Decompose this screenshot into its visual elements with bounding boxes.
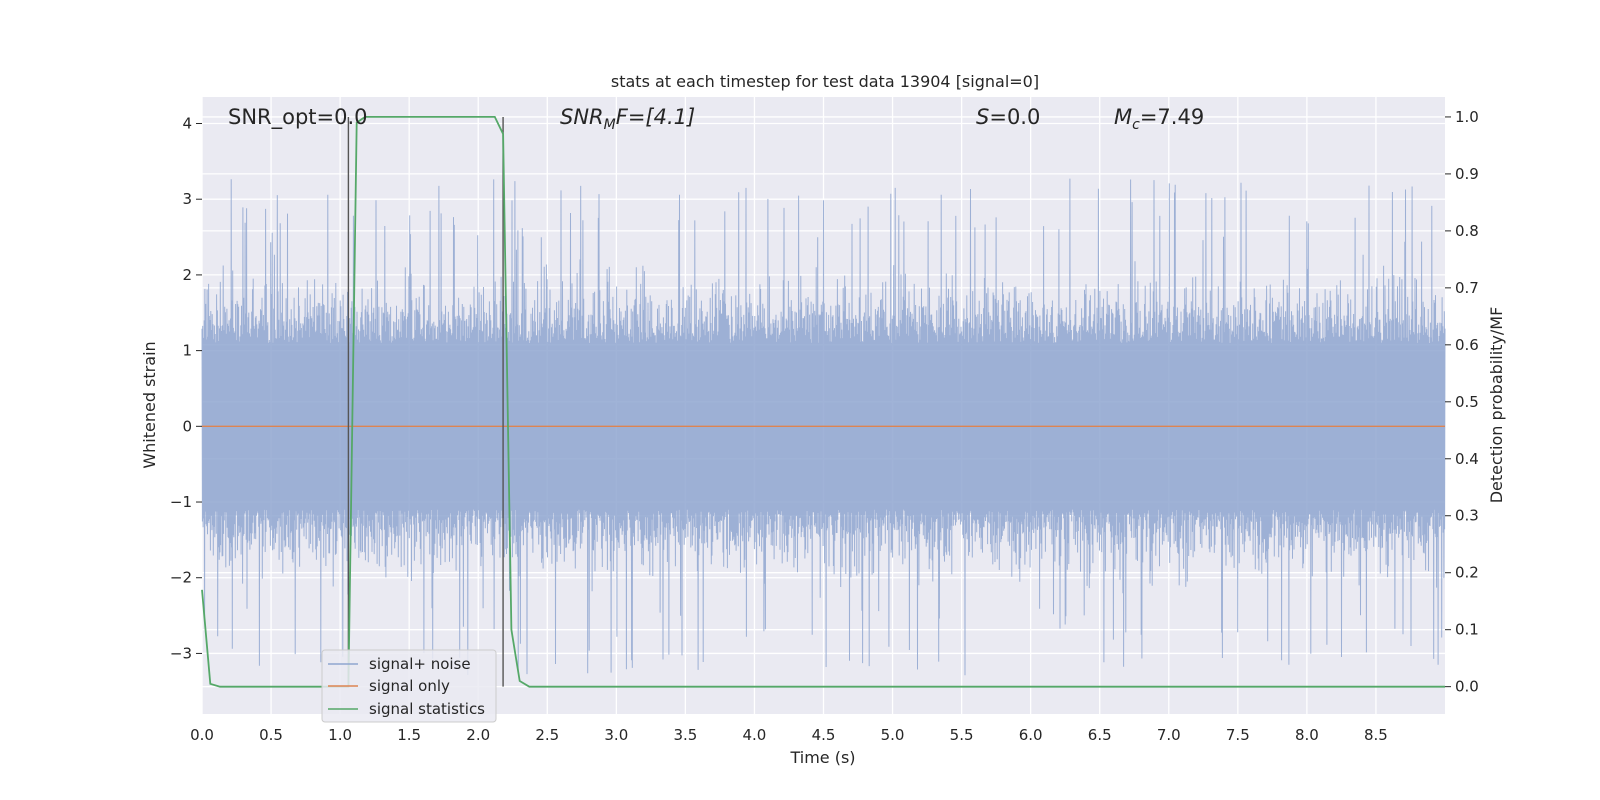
y2-axis-label: Detection probability/MF bbox=[1487, 307, 1506, 504]
annotation-snr-mf-main: SNR bbox=[560, 105, 604, 129]
y2-tick-label: 0.1 bbox=[1455, 621, 1479, 639]
annotation-s-rest: =0.0 bbox=[989, 105, 1040, 129]
legend-box bbox=[321, 649, 497, 723]
y2-tick-label: 0.3 bbox=[1455, 507, 1479, 525]
legend-label-signal-statistics: signal statistics bbox=[369, 700, 485, 718]
y-tick-label: 3 bbox=[182, 190, 192, 208]
y2-tick-label: 0.5 bbox=[1455, 393, 1479, 411]
x-tick-labels: 0.0 0.5 1.0 1.5 2.0 2.5 3.0 3.5 4.0 4.5 5.0 5.5 6.0 6… bbox=[190, 726, 1388, 744]
y-tick-label: 1 bbox=[182, 342, 192, 360]
y-tick-label: 2 bbox=[182, 266, 192, 284]
series-signal-statistics bbox=[201, 116, 1445, 688]
vertical-markers bbox=[347, 116, 504, 687]
y2-tick-label: 0.9 bbox=[1455, 165, 1479, 183]
series-signal-noise bbox=[201, 178, 1446, 676]
x-axis-label: Time (s) bbox=[789, 748, 855, 767]
x-tick-label: 4.0 bbox=[743, 726, 767, 744]
annotation-mc-main: M bbox=[1114, 105, 1132, 129]
x-tick-label: 3.5 bbox=[673, 726, 697, 744]
x-tick-label: 2.5 bbox=[535, 726, 559, 744]
y2-tick-label: 0.4 bbox=[1455, 450, 1479, 468]
y2-tick-label: 0.0 bbox=[1455, 678, 1479, 696]
x-tick-label: 8.0 bbox=[1295, 726, 1319, 744]
y2-tick-label: 0.8 bbox=[1455, 222, 1479, 240]
x-tick-label: 1.5 bbox=[397, 726, 421, 744]
annotation-mc: Mc=7.49 bbox=[1114, 105, 1204, 133]
annotation-s-main: S bbox=[976, 105, 989, 129]
y-tick-label: 4 bbox=[182, 114, 192, 132]
x-tick-label: 3.0 bbox=[604, 726, 628, 744]
x-tick-label: 7.5 bbox=[1226, 726, 1250, 744]
x-tick-label: 0.0 bbox=[190, 726, 214, 744]
y2-tick-label: 0.2 bbox=[1455, 564, 1479, 582]
legend: signal+ noise signal only signal statist… bbox=[321, 649, 497, 723]
y2-tick-labels: 1.0 0.9 0.8 0.7 0.6 0.5 0.4 0.3 0.2 0.1 0.0 bbox=[1445, 108, 1479, 696]
x-tick-label: 7.0 bbox=[1157, 726, 1181, 744]
y2-tick-label: 1.0 bbox=[1455, 108, 1479, 126]
x-tick-label: 5.5 bbox=[950, 726, 974, 744]
legend-label-signal-noise: signal+ noise bbox=[369, 655, 471, 673]
y2-tick-label: 0.7 bbox=[1455, 279, 1479, 297]
x-tick-label: 6.0 bbox=[1019, 726, 1043, 744]
annotation-mc-sub: c bbox=[1132, 117, 1140, 133]
x-tick-label: 1.0 bbox=[328, 726, 352, 744]
x-tick-label: 2.0 bbox=[466, 726, 490, 744]
annotation-snr-mf: SNRMF=[4.1] bbox=[560, 105, 695, 133]
x-tick-label: 5.0 bbox=[881, 726, 905, 744]
legend-label-signal-only: signal only bbox=[369, 677, 450, 695]
x-tick-label: 6.5 bbox=[1088, 726, 1112, 744]
chart-title: stats at each timestep for test data 139… bbox=[611, 72, 1039, 91]
x-tick-label: 0.5 bbox=[259, 726, 283, 744]
signal-statistics-line bbox=[201, 116, 1445, 688]
annotation-mc-rest: =7.49 bbox=[1140, 105, 1204, 129]
x-tick-label: 8.5 bbox=[1364, 726, 1388, 744]
signal-noise-line bbox=[201, 178, 1446, 676]
y-tick-labels: 4 3 2 1 0 −1 −2 −3 bbox=[170, 114, 202, 662]
y-tick-label: −3 bbox=[170, 644, 192, 662]
y-tick-label: 0 bbox=[182, 417, 192, 435]
annotation-snr-mf-rest: F=[4.1] bbox=[616, 105, 695, 129]
y-tick-label: −1 bbox=[170, 493, 192, 511]
annotation-snr-mf-sub: M bbox=[604, 117, 616, 133]
y-axis-label: Whitened strain bbox=[140, 341, 159, 468]
y-tick-label: −2 bbox=[170, 569, 192, 587]
x-tick-label: 4.5 bbox=[812, 726, 836, 744]
annotations: SNR_opt=0.0 SNRMF=[4.1] S=0.0 Mc=7.49 bbox=[228, 105, 1204, 133]
annotation-s: S=0.0 bbox=[976, 105, 1040, 129]
annotation-snr-opt: SNR_opt=0.0 bbox=[228, 105, 368, 130]
y2-tick-label: 0.6 bbox=[1455, 336, 1479, 354]
